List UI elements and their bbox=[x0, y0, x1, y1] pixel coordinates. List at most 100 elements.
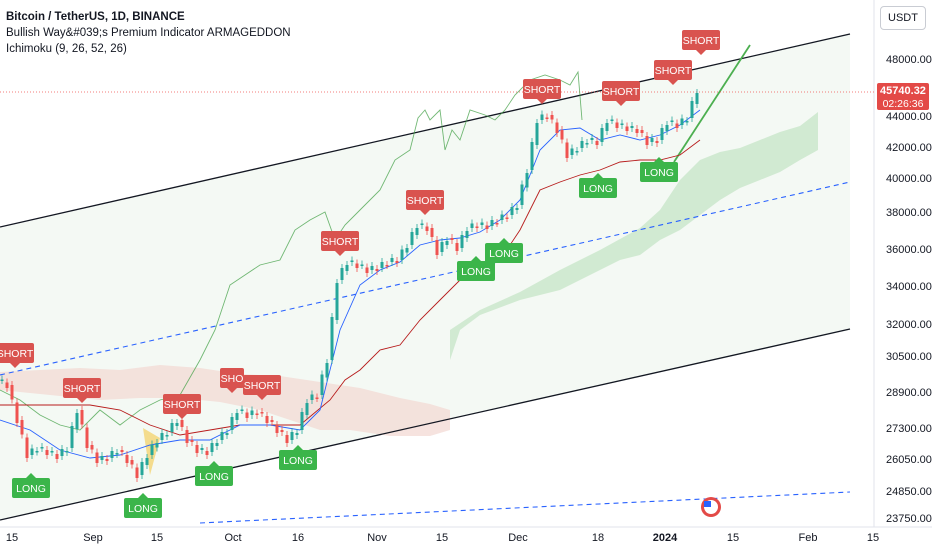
candle-body bbox=[655, 141, 659, 143]
candle-body bbox=[110, 451, 114, 458]
short-signal-marker-box bbox=[523, 79, 561, 99]
candle-body bbox=[440, 242, 444, 252]
candle-body bbox=[145, 458, 149, 465]
indicator-1-label[interactable]: Bullish Way&#039;s Premium Indicator ARM… bbox=[6, 27, 291, 39]
candle-body bbox=[330, 317, 334, 360]
candle-body bbox=[595, 141, 599, 145]
candle-body bbox=[60, 449, 64, 456]
candle-body bbox=[685, 121, 689, 123]
long-signal-marker-label: LONG bbox=[199, 471, 229, 483]
candle-body bbox=[405, 248, 409, 253]
price-tick-label: 34000.00 bbox=[886, 281, 932, 293]
long-signal-marker-box bbox=[457, 261, 495, 281]
candle-body bbox=[680, 118, 684, 125]
long-signal-marker-box bbox=[124, 498, 162, 518]
candle-body bbox=[475, 226, 479, 228]
candle-body bbox=[345, 265, 349, 271]
candle-body bbox=[400, 249, 404, 260]
short-signal-marker: SHO bbox=[220, 368, 244, 393]
price-tick-label: 44000.00 bbox=[886, 111, 932, 123]
candle-body bbox=[470, 223, 474, 228]
short-signal-marker-box bbox=[220, 368, 244, 388]
currency-button[interactable]: USDT bbox=[880, 6, 926, 30]
candle-body bbox=[505, 217, 509, 219]
candle-body bbox=[575, 151, 579, 153]
candle-body bbox=[305, 403, 309, 415]
long-signal-marker: LONG bbox=[124, 493, 162, 518]
candle-body bbox=[5, 382, 9, 388]
candle-body bbox=[215, 443, 219, 446]
long-signal-marker: LONG bbox=[279, 445, 317, 470]
long-signal-marker-pointer bbox=[209, 461, 219, 466]
long-signal-marker-pointer bbox=[26, 473, 36, 478]
candle-body bbox=[375, 269, 379, 271]
candle-body bbox=[65, 451, 69, 453]
channel-fill bbox=[0, 33, 850, 520]
candle-body bbox=[275, 425, 279, 433]
candle-body bbox=[120, 450, 124, 452]
short-signal-marker-label: SHORT bbox=[322, 236, 359, 248]
long-signal-marker-pointer bbox=[654, 157, 664, 162]
candle-body bbox=[230, 417, 234, 430]
candle-body bbox=[625, 126, 629, 131]
price-tick-label: 36000.00 bbox=[886, 244, 932, 256]
short-signal-marker-label: SHORT bbox=[683, 35, 720, 47]
candle-body bbox=[90, 445, 94, 450]
candle-body bbox=[35, 451, 39, 453]
price-tick-label: 23750.00 bbox=[886, 513, 932, 525]
candle-body bbox=[535, 123, 539, 145]
short-signal-marker-label: SHORT bbox=[64, 383, 101, 395]
time-tick-label: Dec bbox=[508, 532, 528, 544]
short-signal-marker: SHORT bbox=[243, 375, 281, 400]
candle-body bbox=[355, 263, 359, 268]
candle-body bbox=[195, 445, 199, 453]
candle-body bbox=[585, 143, 589, 145]
candle-body bbox=[220, 432, 224, 440]
long-signal-marker-pointer bbox=[138, 493, 148, 498]
candle-body bbox=[30, 448, 34, 455]
long-signal-marker-label: LONG bbox=[128, 503, 158, 515]
candle-body bbox=[560, 130, 564, 140]
candle-body bbox=[645, 136, 649, 145]
candle-body bbox=[670, 120, 674, 122]
symbol-title[interactable]: Bitcoin / TetherUS, 1D, BINANCE bbox=[6, 11, 185, 23]
candle-body bbox=[295, 433, 299, 435]
candle-body bbox=[565, 142, 569, 158]
candle-body bbox=[125, 455, 129, 463]
candle-body bbox=[410, 232, 414, 245]
short-signal-marker-pointer bbox=[616, 101, 626, 106]
last-price: 45740.32 bbox=[880, 85, 926, 97]
candle-body bbox=[25, 437, 29, 458]
long-signal-marker-box bbox=[640, 162, 678, 182]
candle-body bbox=[530, 142, 534, 170]
time-tick-label: 15 bbox=[727, 532, 739, 544]
candle-body bbox=[335, 283, 339, 320]
candle-body bbox=[160, 433, 164, 440]
candle-body bbox=[460, 235, 464, 248]
candle-body bbox=[515, 208, 519, 210]
candle-body bbox=[255, 413, 259, 415]
price-tick-label: 24850.00 bbox=[886, 486, 932, 498]
short-signal-marker-pointer bbox=[335, 251, 345, 256]
candle-body bbox=[0, 379, 4, 381]
short-signal-marker: SHORT bbox=[406, 190, 444, 215]
price-tick-label: 28900.00 bbox=[886, 387, 932, 399]
price-tick-label: 42000.00 bbox=[886, 142, 932, 154]
candle-body bbox=[390, 258, 394, 262]
short-signal-marker: SHORT bbox=[682, 30, 720, 55]
short-signal-marker-pointer bbox=[257, 395, 267, 400]
indicator-2-label[interactable]: Ichimoku (9, 26, 52, 26) bbox=[6, 43, 127, 55]
candle-body bbox=[695, 93, 699, 104]
candle-body bbox=[425, 226, 429, 231]
candle-body bbox=[75, 413, 79, 429]
candle-body bbox=[85, 427, 89, 448]
long-signal-marker-label: LONG bbox=[644, 167, 674, 179]
candle-body bbox=[370, 266, 374, 270]
long-signal-marker: LONG bbox=[12, 473, 50, 498]
short-signal-marker: SHORT bbox=[654, 60, 692, 85]
candle-body bbox=[300, 412, 304, 430]
short-signal-marker-pointer bbox=[420, 210, 430, 215]
short-signal-marker: SHORT bbox=[321, 231, 359, 256]
candle-body bbox=[500, 214, 504, 220]
